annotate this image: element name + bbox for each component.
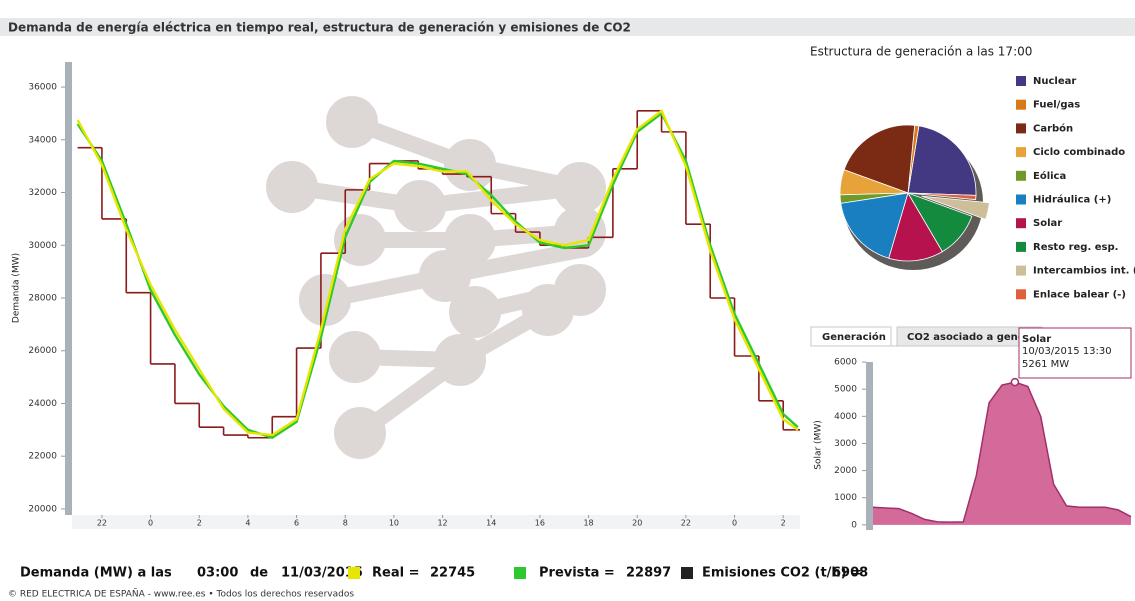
readout-item-value: 22897 xyxy=(626,566,671,581)
readout-swatch xyxy=(348,567,360,579)
footer: © RED ELECTRICA DE ESPAÑA - www.ree.es •… xyxy=(8,589,354,600)
x-tick-label: 22 xyxy=(97,519,107,528)
x-tick-label: 16 xyxy=(535,519,545,528)
chart-title: Demanda de energía eléctrica en tiempo r… xyxy=(8,21,631,35)
watermark xyxy=(266,96,606,459)
x-tick-label: 4 xyxy=(245,519,250,528)
x-tick-label: 0 xyxy=(148,519,153,528)
pie-slice xyxy=(921,195,990,220)
pie-slice xyxy=(907,125,977,196)
y-tick-label: 22000 xyxy=(28,452,57,462)
y-tick-label: 4000 xyxy=(834,412,857,422)
readout-item-label: Prevista = xyxy=(539,566,615,581)
y-tick-label: 34000 xyxy=(28,135,57,145)
legend-swatch xyxy=(1016,194,1026,205)
y-tick-label: 1000 xyxy=(834,493,857,503)
legend-label: Solar xyxy=(1033,218,1062,229)
pie-slice xyxy=(907,192,977,201)
x-tick-label: 18 xyxy=(583,519,593,528)
readout-item-value: 6908 xyxy=(832,566,868,581)
legend-label: Fuel/gas xyxy=(1033,100,1080,111)
legend-label: Ciclo combinado xyxy=(1033,147,1125,158)
y-tick-label: 6000 xyxy=(834,358,857,368)
tooltip-date: 10/03/2015 13:30 xyxy=(1022,346,1112,357)
legend-swatch xyxy=(1016,76,1026,86)
solar-y-axis-label: Solar (MW) xyxy=(814,420,824,469)
readout-time: 03:00 xyxy=(197,566,238,581)
legend-swatch xyxy=(1016,241,1026,252)
readout-swatch xyxy=(681,567,693,579)
series-line xyxy=(76,112,799,439)
legend-swatch xyxy=(1016,265,1026,276)
y-tick-label: 5000 xyxy=(834,385,857,395)
pie-slice xyxy=(907,192,973,253)
legend-label: Eólica xyxy=(1033,170,1066,182)
readout-label: Demanda (MW) a las xyxy=(20,566,172,581)
x-axis-strip xyxy=(72,515,800,529)
x-tick-label: 22 xyxy=(681,519,691,528)
y-tick-label: 30000 xyxy=(28,241,57,251)
legend-swatch xyxy=(1016,170,1026,181)
legend-swatch xyxy=(1016,147,1026,158)
x-tick-label: 2 xyxy=(197,519,202,528)
tooltip xyxy=(1018,327,1132,379)
x-tick-label: 0 xyxy=(732,519,737,528)
y-tick-label: 0 xyxy=(851,520,857,530)
legend-swatch xyxy=(1016,289,1026,300)
tooltip-series: Solar xyxy=(1022,334,1051,345)
legend-swatch xyxy=(1016,123,1026,134)
legend-label: Nuclear xyxy=(1033,76,1076,87)
y-tick-label: 24000 xyxy=(28,399,57,409)
y-tick-label: 3000 xyxy=(834,439,857,449)
x-tick-label: 10 xyxy=(389,519,399,528)
readout-item-label: Emisiones CO2 (t/h) = xyxy=(702,566,862,581)
legend-swatch xyxy=(1016,99,1026,110)
readout-item-label: Real = xyxy=(372,566,419,581)
solar-y-axis-bar xyxy=(866,362,873,530)
readout-item-value: 22745 xyxy=(430,566,475,581)
legend-label: Carbón xyxy=(1033,122,1073,134)
readout-swatch xyxy=(514,567,526,579)
y-tick-label: 20000 xyxy=(28,504,57,514)
legend-label: Intercambios int. (-) xyxy=(1033,266,1135,277)
legend-label: Resto reg. esp. xyxy=(1033,242,1118,253)
x-tick-label: 12 xyxy=(437,519,447,528)
legend-swatch xyxy=(1016,218,1026,229)
y-axis-label: Demanda (MW) xyxy=(12,253,22,323)
series-line xyxy=(76,109,799,437)
y-tick-label: 36000 xyxy=(28,83,57,93)
y-tick-label: 2000 xyxy=(834,466,857,476)
readout-of: de xyxy=(250,566,268,581)
readout-date: 11/03/2015 xyxy=(281,566,363,581)
legend-label: Enlace balear (-) xyxy=(1033,289,1126,300)
title-bar xyxy=(0,18,1135,36)
hover-point xyxy=(1010,377,1020,387)
tab-label[interactable]: Generación xyxy=(822,331,886,343)
tab[interactable] xyxy=(810,326,892,347)
y-tick-label: 28000 xyxy=(28,293,57,303)
area-fill xyxy=(873,382,1131,525)
y-tick-label: 26000 xyxy=(28,346,57,356)
pie-title: Estructura de generación a las 17:00 xyxy=(810,45,1032,59)
pie-slice xyxy=(888,192,943,262)
x-tick-label: 8 xyxy=(343,519,348,528)
y-axis-bar xyxy=(65,62,72,515)
tooltip-value: 5261 MW xyxy=(1022,359,1069,370)
x-tick-label: 2 xyxy=(781,519,786,528)
x-tick-label: 14 xyxy=(486,519,496,528)
legend-label: Hidráulica (+) xyxy=(1033,194,1111,206)
area-line xyxy=(872,381,1132,523)
pie-slice xyxy=(840,192,909,259)
x-tick-label: 20 xyxy=(632,519,642,528)
x-tick-label: 6 xyxy=(294,519,299,528)
y-tick-label: 32000 xyxy=(28,188,57,198)
